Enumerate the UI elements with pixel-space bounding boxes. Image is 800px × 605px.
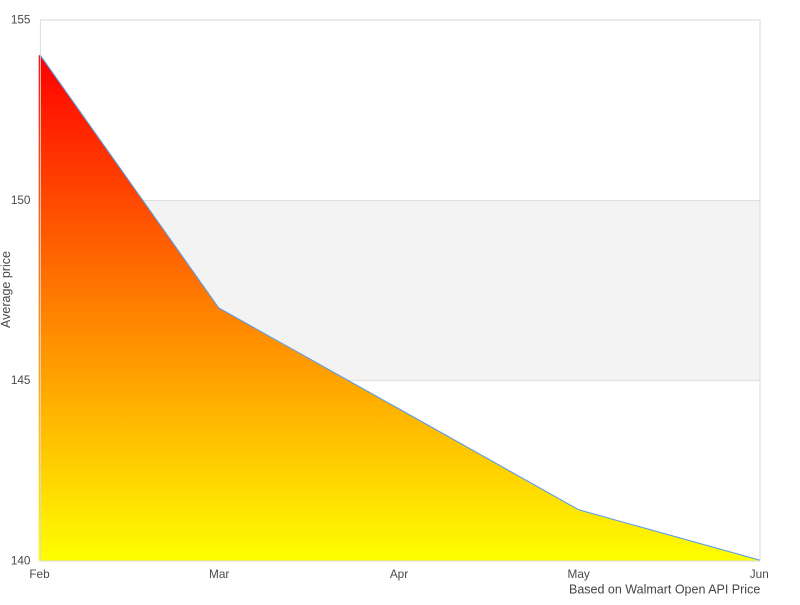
svg-text:May: May [568,567,590,581]
svg-text:Mar: Mar [209,567,229,581]
svg-text:Apr: Apr [390,567,408,581]
svg-text:155: 155 [11,13,31,27]
svg-text:Feb: Feb [29,567,50,581]
svg-text:Based on Walmart Open API Pric: Based on Walmart Open API Price [569,583,760,597]
svg-text:150: 150 [11,193,31,207]
svg-text:Average price: Average price [0,251,13,328]
svg-text:Jun: Jun [750,567,769,581]
svg-text:145: 145 [11,373,31,387]
svg-text:140: 140 [11,553,31,567]
